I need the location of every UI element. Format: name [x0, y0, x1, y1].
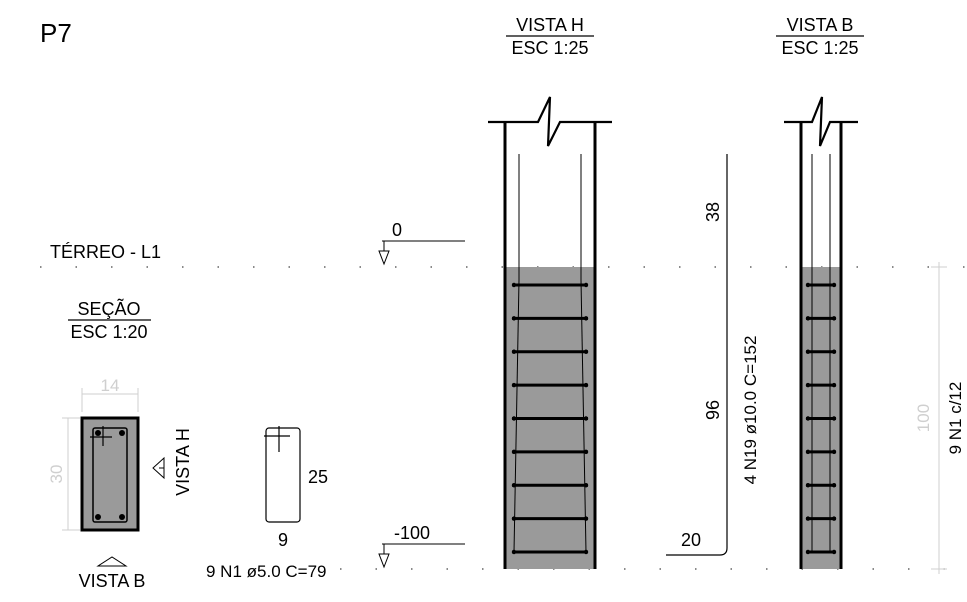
vista-b-marker: VISTA B	[79, 556, 146, 591]
stirrup-end-dot	[511, 282, 517, 288]
stirrup-end-dot	[805, 416, 811, 421]
vista-h-stirrups	[511, 282, 589, 555]
stirrup-height: 25	[308, 467, 328, 487]
section-bar	[95, 514, 101, 520]
stirrup-end-dot	[831, 549, 837, 555]
vista-b-dimension: 100 9 N1 c/12	[914, 262, 965, 574]
section-concrete	[80, 416, 140, 532]
stirrup-end-dot	[583, 349, 589, 354]
level-bottom-value: -100	[394, 523, 430, 543]
stirrup-detail: 25 9 9 N1 ø5.0 C=79	[206, 426, 328, 581]
stirrup-end-dot	[583, 483, 589, 488]
vista-h-marker: VISTA H	[152, 428, 193, 496]
section-width-dim: 14	[101, 376, 120, 395]
vista-h-title: VISTA H	[516, 15, 584, 35]
section-bar	[119, 514, 125, 520]
stirrup-end-dot	[511, 382, 517, 388]
stirrup-end-dot	[831, 382, 837, 388]
level-marker-bottom: -100	[378, 523, 465, 569]
long-bar-top: 38	[703, 202, 723, 222]
stirrup-end-dot	[831, 449, 837, 455]
vista-b-title: VISTA B	[787, 15, 854, 35]
stirrup-shape	[265, 427, 301, 523]
vista-b-title-block: VISTA B ESC 1:25	[776, 15, 864, 58]
stirrup-end-dot	[583, 549, 589, 555]
vista-b-scale: ESC 1:25	[781, 38, 858, 58]
level-marker-top: 0	[378, 220, 465, 266]
stirrup-end-dot	[511, 483, 517, 488]
vista-h-scale: ESC 1:25	[511, 38, 588, 58]
stirrup-spec: 9 N1 ø5.0 C=79	[206, 562, 327, 581]
stirrup-end-dot	[583, 449, 589, 455]
stirrup-end-dot	[583, 316, 589, 321]
vista-b-marker-label: VISTA B	[79, 571, 146, 591]
cross-section: 14 30	[47, 376, 140, 532]
stirrup-width: 9	[278, 530, 288, 550]
stirrup-end-dot	[805, 282, 811, 288]
section-title: SEÇÃO	[77, 298, 140, 319]
long-bar-hook: 20	[681, 530, 701, 550]
stirrup-end-dot	[511, 349, 517, 354]
section-bar	[119, 430, 125, 436]
stirrup-end-dot	[831, 416, 837, 421]
stirrup-end-dot	[831, 316, 837, 321]
stirrup-end-dot	[805, 449, 811, 455]
vista-h-break-line	[488, 96, 612, 147]
vista-b-stirrups	[805, 282, 837, 555]
long-bar-spec: 4 N19 ø10.0 C=152	[741, 336, 760, 485]
section-scale: ESC 1:20	[70, 322, 147, 342]
stirrup-end-dot	[805, 382, 811, 388]
stirrup-end-dot	[583, 416, 589, 421]
vista-b-height-dim: 100	[914, 404, 933, 432]
long-bar-detail: 38 96 4 N19 ø10.0 C=152 20	[666, 154, 760, 556]
section-height-dim: 30	[47, 465, 66, 484]
vista-b-break-line	[784, 96, 858, 147]
stirrup-end-dot	[583, 382, 589, 388]
level-name: TÉRREO - L1	[50, 242, 161, 262]
stirrup-end-dot	[511, 316, 517, 321]
vista-h-view	[488, 96, 612, 569]
level-top-value: 0	[392, 220, 402, 240]
vista-b-stirrup-spec: 9 N1 c/12	[946, 382, 965, 455]
stirrup-end-dot	[831, 349, 837, 354]
long-bar-middle: 96	[703, 400, 723, 420]
stirrup-end-dot	[583, 516, 589, 521]
section-title-block: SEÇÃO ESC 1:20	[68, 298, 151, 342]
stirrup-end-dot	[511, 549, 517, 555]
stirrup-end-dot	[805, 549, 811, 555]
vista-b-view	[784, 96, 858, 569]
stirrup-end-dot	[805, 483, 811, 488]
section-stirrup	[92, 427, 128, 523]
pillar-id: P7	[40, 18, 72, 48]
stirrup-end-dot	[805, 316, 811, 321]
stirrup-end-dot	[511, 516, 517, 521]
vista-h-marker-label: VISTA H	[173, 428, 193, 496]
stirrup-end-dot	[805, 516, 811, 521]
stirrup-end-dot	[831, 516, 837, 521]
long-bar-shape	[666, 154, 728, 556]
stirrup-end-dot	[583, 282, 589, 288]
stirrup-end-dot	[831, 282, 837, 288]
stirrup-end-dot	[511, 416, 517, 421]
vista-h-title-block: VISTA H ESC 1:25	[506, 15, 594, 58]
stirrup-end-dot	[805, 349, 811, 354]
stirrup-end-dot	[831, 483, 837, 488]
stirrup-end-dot	[511, 449, 517, 455]
section-bar	[95, 430, 101, 436]
